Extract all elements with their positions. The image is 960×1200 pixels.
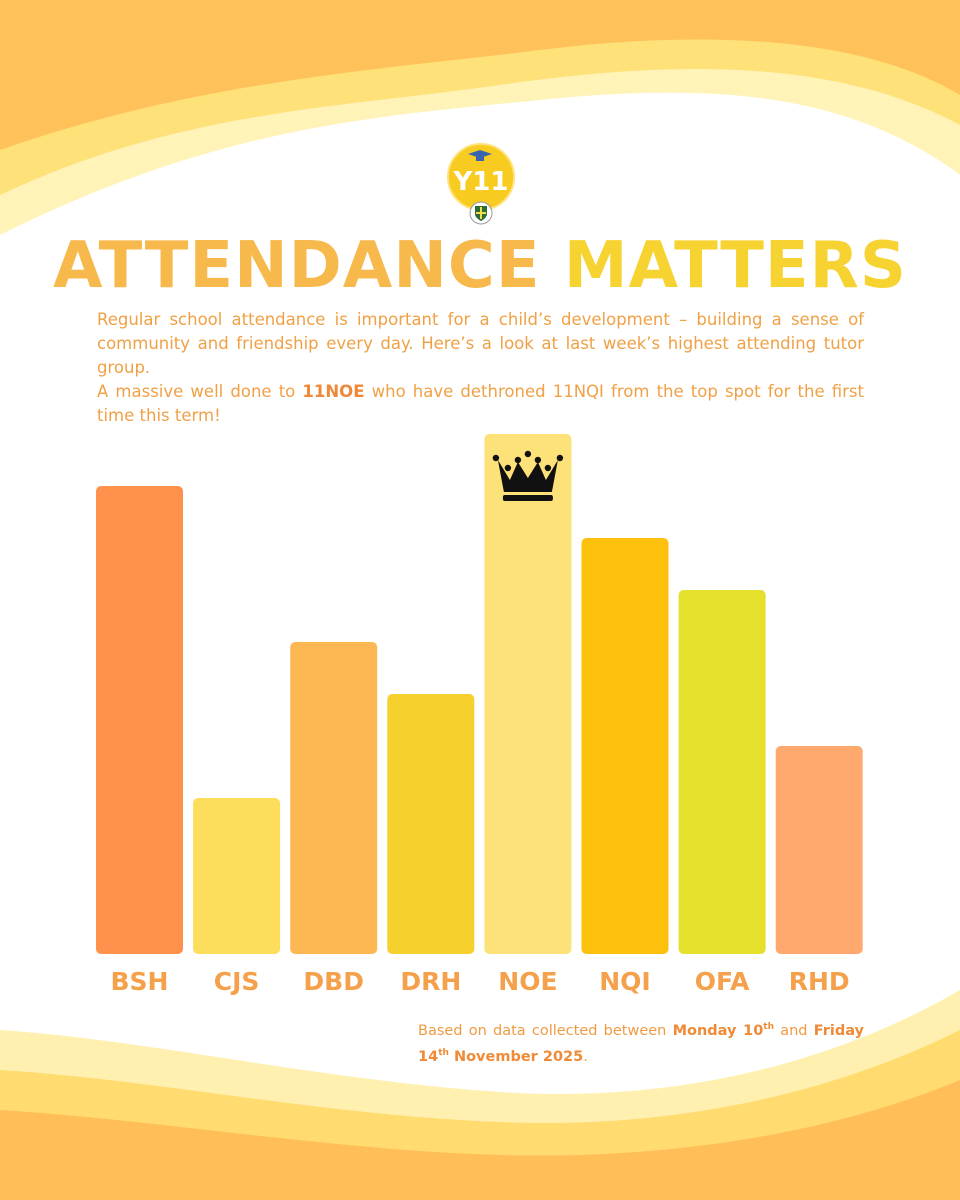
intro-text: Regular school attendance is important f… [97, 308, 864, 428]
crown-icon [492, 450, 564, 501]
attendance-bar-chart: BSH CJS DBD DRH NOE NQI OFA RHD [96, 434, 863, 996]
footnote-pre: Based on data collected between [418, 1022, 673, 1039]
footnote-end-date: Friday 14th November 2025 [418, 1022, 864, 1065]
bar-dbd [290, 642, 378, 954]
x-label-bsh: BSH [111, 967, 169, 996]
bar-cjs [193, 798, 281, 954]
bar-nqi [581, 538, 669, 954]
x-label-rhd: RHD [789, 967, 850, 996]
title-word-matters: MATTERS [563, 229, 907, 303]
bar-rhd [775, 746, 863, 954]
x-label-noe: NOE [498, 967, 557, 996]
x-label-nqi: NQI [599, 967, 650, 996]
footnote-start-date: Monday 10th [672, 1022, 775, 1039]
page-title: ATTENDANCE MATTERS [0, 226, 960, 306]
title-word-attendance: ATTENDANCE [53, 229, 541, 303]
winner-highlight: 11NOE [302, 382, 365, 401]
bar-bsh [96, 486, 183, 954]
x-label-dbd: DBD [303, 967, 364, 996]
y11-logo: Y11 [447, 143, 515, 225]
logo-text: Y11 [452, 167, 508, 197]
x-label-cjs: CJS [214, 967, 260, 996]
bar-noe [484, 434, 572, 954]
intro-post: who have dethroned 11NQI from the top sp… [97, 382, 864, 425]
footnote-mid: and [774, 1022, 814, 1039]
x-label-drh: DRH [400, 967, 461, 996]
intro-paragraph-2: A massive well done to 11NOE who have de… [97, 380, 864, 428]
bar-drh [387, 694, 475, 954]
intro-pre: A massive well done to [97, 382, 303, 401]
bar-ofa [678, 590, 766, 954]
x-label-ofa: OFA [695, 967, 750, 996]
intro-paragraph-1: Regular school attendance is important f… [97, 310, 864, 377]
data-footnote: Based on data collected between Monday 1… [418, 1022, 864, 1065]
